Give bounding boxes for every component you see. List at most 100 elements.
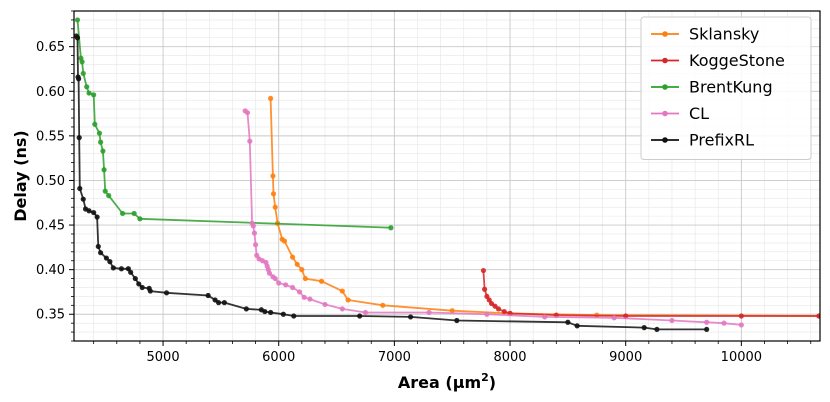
data-point-prefixrl	[147, 288, 153, 294]
data-point-prefixrl	[94, 214, 100, 220]
legend-label-cl: CL	[689, 104, 709, 123]
y-tick-label: 0.45	[36, 219, 65, 234]
data-point-cl	[738, 322, 744, 328]
legend-swatch-marker-sklansky	[662, 31, 668, 37]
data-point-prefixrl	[291, 313, 297, 319]
series-cl	[242, 108, 744, 328]
legend-item-prefixrl: PrefixRL	[651, 131, 754, 150]
legend-swatch-marker-prefixrl	[662, 137, 668, 143]
data-point-koggestone	[480, 267, 487, 274]
data-point-brentkung	[102, 188, 108, 194]
data-point-cl	[244, 110, 251, 116]
data-point-brentkung	[119, 210, 126, 217]
data-point-cl	[289, 284, 296, 291]
legend-item-brentkung: BrentKung	[651, 78, 773, 97]
data-point-prefixrl	[163, 290, 170, 296]
x-tick-label: 7000	[378, 350, 411, 365]
data-point-brentkung	[98, 139, 104, 145]
data-point-prefixrl	[262, 308, 268, 315]
legend-label-prefixrl: PrefixRL	[689, 131, 754, 150]
data-point-sklansky	[449, 308, 455, 314]
data-point-cl	[484, 311, 490, 317]
data-point-prefixrl	[86, 208, 92, 214]
legend-label-brentkung: BrentKung	[689, 78, 773, 97]
x-tick-label: 6000	[262, 350, 295, 365]
data-point-sklansky	[299, 267, 305, 273]
data-point-cl	[362, 309, 369, 316]
data-point-brentkung	[131, 210, 137, 217]
legend-label-koggestone: KoggeStone	[689, 51, 785, 70]
y-tick-label: 0.65	[36, 40, 65, 55]
data-point-prefixrl	[98, 250, 104, 256]
y-tick-label: 0.55	[36, 129, 65, 144]
data-point-sklansky	[270, 173, 276, 179]
data-point-prefixrl	[357, 313, 363, 319]
data-point-brentkung	[388, 225, 394, 231]
y-tick-label: 0.50	[36, 174, 65, 189]
data-point-sklansky	[302, 275, 308, 282]
data-point-prefixrl	[77, 185, 83, 192]
data-point-koggestone	[495, 306, 502, 312]
x-axis-title: Area (µm2)	[398, 371, 496, 392]
data-point-cl	[322, 301, 328, 308]
data-point-prefixrl	[107, 259, 113, 265]
axis-ticks: 5000 6000 7000 8000 9000 10000 0.35 0.40 0.45 0.5…	[36, 10, 812, 365]
data-point-prefixrl	[128, 269, 134, 275]
data-point-prefixrl	[407, 314, 414, 320]
data-point-koggestone	[501, 308, 507, 315]
data-point-cl	[704, 319, 710, 325]
data-point-cl	[721, 320, 727, 326]
data-point-prefixrl	[132, 275, 138, 282]
data-point-cl	[339, 306, 345, 312]
data-point-sklansky	[270, 191, 277, 197]
y-tick-label: 0.60	[36, 85, 65, 100]
data-point-prefixrl	[76, 76, 82, 82]
data-point-sklansky	[281, 238, 288, 244]
series-prefixrl	[74, 33, 710, 333]
x-tick-label: 8000	[493, 350, 526, 365]
data-point-brentkung	[86, 90, 92, 96]
data-point-cl	[669, 317, 675, 324]
data-point-cl	[301, 294, 307, 300]
data-point-brentkung	[79, 59, 85, 65]
series-layer	[74, 17, 820, 333]
series-sklansky	[268, 95, 820, 319]
legend-label-sklansky: Sklansky	[689, 25, 759, 44]
data-point-prefixrl	[565, 319, 571, 325]
data-point-brentkung	[92, 121, 98, 127]
data-point-sklansky	[345, 297, 351, 303]
legend-item-cl: CL	[651, 104, 709, 123]
data-point-cl	[252, 242, 259, 248]
data-point-cl	[266, 270, 273, 276]
data-point-koggestone	[481, 286, 488, 292]
data-point-prefixrl	[205, 292, 211, 299]
legend-item-koggestone: KoggeStone	[651, 51, 785, 70]
data-point-sklansky	[339, 288, 345, 294]
data-point-prefixrl	[80, 196, 86, 202]
data-point-koggestone	[816, 313, 820, 319]
series-line-prefixrl	[75, 35, 707, 331]
data-point-sklansky	[318, 278, 325, 284]
data-point-prefixrl	[139, 284, 145, 291]
data-point-cl	[296, 289, 303, 295]
data-point-cl	[272, 275, 278, 282]
plot-frame	[73, 10, 821, 342]
data-point-brentkung	[100, 148, 106, 154]
data-point-brentkung	[80, 70, 86, 77]
x-tick-label: 5000	[147, 350, 180, 365]
legend-swatch-marker-cl	[662, 110, 668, 117]
data-point-prefixrl	[280, 311, 286, 317]
data-point-koggestone	[623, 313, 629, 319]
data-point-prefixrl	[110, 265, 116, 271]
data-point-prefixrl	[704, 326, 710, 333]
data-point-prefixrl	[76, 135, 82, 141]
data-point-prefixrl	[118, 266, 125, 272]
data-point-prefixrl	[221, 300, 227, 306]
legend-swatch-marker-koggestone	[662, 57, 668, 64]
data-point-prefixrl	[268, 309, 274, 316]
data-point-sklansky	[268, 95, 274, 102]
y-tick-label: 0.40	[36, 263, 65, 278]
y-axis-title: Delay (ns)	[11, 130, 30, 221]
